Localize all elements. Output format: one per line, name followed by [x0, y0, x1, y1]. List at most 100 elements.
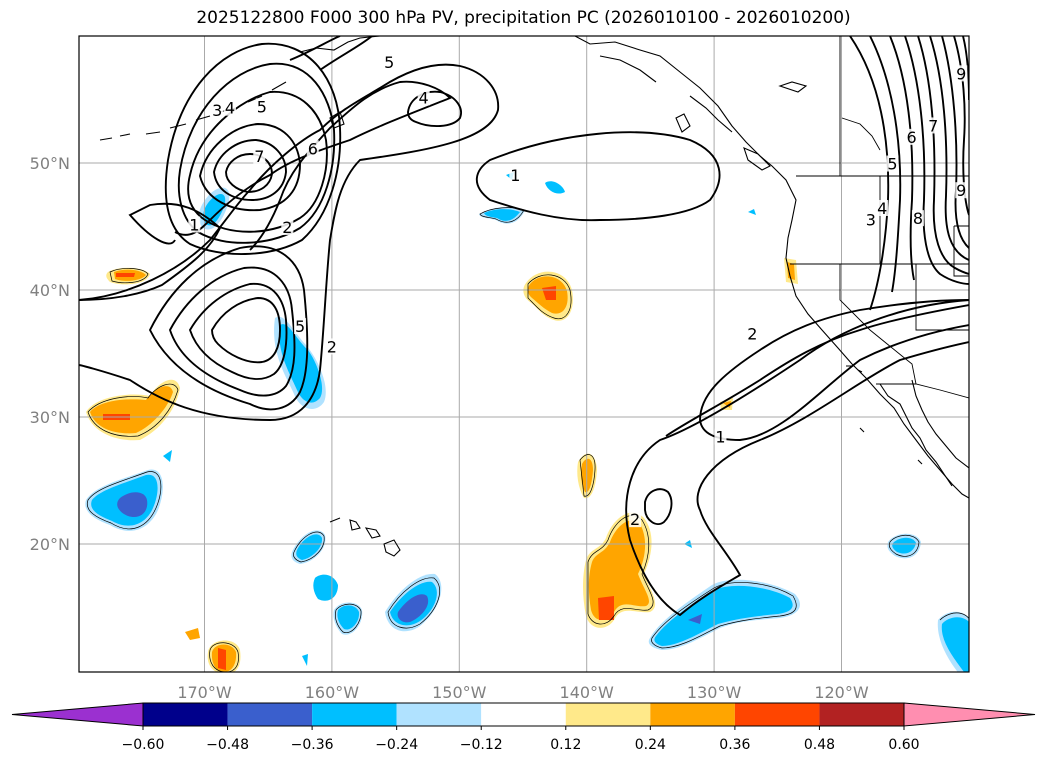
precip-outline — [888, 534, 920, 557]
pv-contour-line — [148, 245, 309, 411]
state-border — [953, 225, 969, 277]
pv-contour-label: 9 — [956, 181, 966, 200]
negative-anomaly-area — [117, 492, 148, 518]
colorbar-tick-label: 0.36 — [719, 737, 750, 753]
positive-anomaly-area — [116, 273, 135, 277]
negative-anomaly-area — [302, 654, 308, 666]
vancouver-island — [743, 147, 771, 171]
contour-label-bg — [383, 53, 396, 70]
colorbar-tick-label: −0.60 — [122, 737, 165, 753]
precip-outline — [651, 582, 797, 649]
pv-contour-label: 6 — [906, 128, 916, 147]
pv-contours — [79, 36, 969, 617]
negative-anomaly-area — [748, 209, 756, 215]
negative-anomaly-area — [279, 324, 323, 403]
colorbar-segment — [227, 703, 313, 726]
precip-outline — [939, 612, 969, 621]
chart-title: 2025122800 F000 300 hPa PV, precipitatio… — [196, 8, 851, 28]
pv-contour-line — [319, 36, 373, 71]
pv-contour-label: 1 — [715, 428, 725, 447]
pv-contour-label: 4 — [225, 99, 235, 118]
negative-anomaly-area — [337, 605, 360, 630]
longitude-tick-label: 170°W — [177, 683, 232, 702]
precip-outline — [87, 383, 179, 437]
negative-anomaly-area — [941, 617, 969, 672]
precip-outline — [527, 274, 572, 320]
pv-contour-line — [917, 36, 969, 275]
contour-label-bg — [911, 210, 924, 227]
colorbar-tick-label: −0.36 — [291, 737, 334, 753]
pv-contour-line — [225, 153, 273, 193]
longitude-tick-labels: 170°W 160°W 150°W 140°W 130°W 120°W — [177, 683, 869, 702]
pv-contour-line — [199, 123, 301, 212]
gulf-coastline — [911, 379, 969, 469]
colorbar-segment — [396, 703, 482, 726]
political-boundaries — [790, 36, 969, 399]
contour-label-bg — [211, 102, 224, 119]
contour-label-bg — [905, 128, 918, 145]
pv-contour-label: 5 — [384, 53, 394, 72]
positive-anomaly-area — [588, 520, 649, 621]
pv-contour-label: 5 — [295, 317, 305, 336]
graticule — [79, 36, 969, 672]
contour-label-bg — [714, 428, 727, 445]
latitude-tick-labels: 20°N 30°N 40°N 50°N — [30, 154, 70, 554]
pv-contour-label: 3 — [866, 210, 876, 229]
precip-outline — [387, 577, 440, 629]
precipitation-outlines — [86, 207, 969, 672]
longitude-tick-label: 130°W — [687, 683, 742, 702]
negative-anomaly-area — [892, 537, 916, 554]
colorbar-tick-label: −0.12 — [460, 737, 503, 753]
pv-contour-line — [168, 266, 296, 397]
colorbar-frame — [142, 702, 905, 727]
colorbar-segment — [734, 703, 820, 726]
positive-anomaly-area — [218, 648, 226, 670]
positive-anomaly-area — [185, 628, 200, 640]
contour-label-bg — [294, 318, 307, 335]
pv-contour-label: 6 — [308, 139, 318, 158]
alaska-panhandle — [599, 55, 733, 133]
colorbar-tick-label: 0.12 — [550, 737, 581, 753]
pv-contour-line — [869, 36, 902, 293]
contour-label-bg — [927, 117, 940, 134]
mexico-us-border — [876, 383, 969, 399]
state-border — [839, 264, 917, 385]
contour-label-bg — [746, 325, 759, 342]
pv-contour-label: 7 — [254, 147, 264, 166]
contour-label-bg — [253, 147, 266, 164]
colorbar-segment — [819, 703, 904, 726]
colorbar-segment — [481, 703, 566, 726]
contour-label-bg — [188, 216, 201, 233]
contour-label-bg — [325, 338, 338, 355]
positive-anomaly-area — [90, 386, 173, 434]
latitude-tick-label: 40°N — [30, 281, 70, 300]
negative-anomaly-area — [313, 574, 338, 601]
pv-contour-line — [475, 131, 721, 222]
colorbar-segment — [143, 703, 228, 726]
colorbar-extend-max — [903, 702, 1036, 727]
longitude-tick-label: 150°W — [432, 683, 487, 702]
pv-contour-line — [699, 299, 969, 441]
pv-contour-line — [79, 63, 499, 421]
pv-contour-line — [889, 36, 915, 281]
latitude-tick-label: 30°N — [30, 408, 70, 427]
pv-contour-line — [188, 283, 288, 380]
lake-shoreline — [778, 81, 808, 93]
negative-anomaly-area — [545, 181, 565, 194]
precip-outline — [479, 207, 525, 223]
colorbar-tick-label: 0.48 — [804, 737, 835, 753]
contour-label-bg — [886, 155, 899, 172]
coastlines — [99, 36, 969, 557]
pv-contour-label: 2 — [630, 510, 640, 529]
contour-label-bg — [223, 99, 236, 116]
pv-contour-label: 1 — [510, 166, 520, 185]
pv-contour-line — [929, 36, 969, 261]
pv-contour-line — [625, 299, 969, 617]
pv-contour-line — [213, 139, 287, 201]
colorbar-tick-label: 0.24 — [635, 737, 666, 753]
pv-contour-label: 4 — [419, 89, 429, 108]
negative-anomaly-area — [688, 614, 702, 624]
precip-outline — [335, 603, 362, 634]
haida-gwaii — [675, 113, 691, 133]
